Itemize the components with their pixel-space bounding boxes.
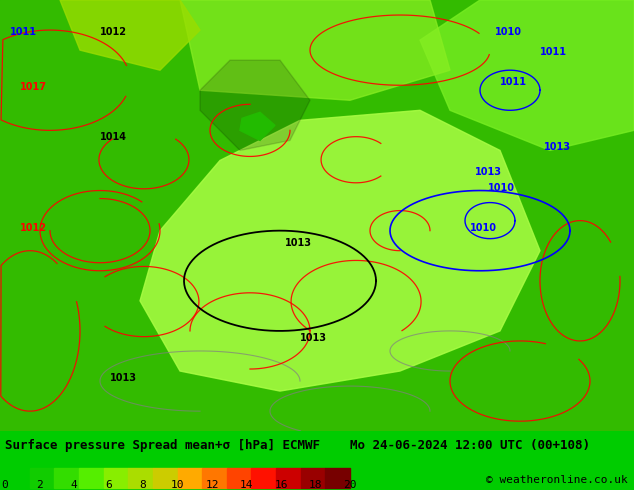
Polygon shape <box>420 0 634 150</box>
Text: 6: 6 <box>105 480 112 490</box>
Bar <box>153 467 178 488</box>
Text: 1011: 1011 <box>540 47 567 57</box>
Polygon shape <box>240 112 275 141</box>
Text: 18: 18 <box>309 480 322 490</box>
Bar <box>30 467 55 488</box>
Polygon shape <box>60 0 200 70</box>
Bar <box>79 467 103 488</box>
Text: 1013: 1013 <box>544 143 571 152</box>
Bar <box>103 467 128 488</box>
Polygon shape <box>200 60 310 150</box>
Text: 12: 12 <box>205 480 219 490</box>
Bar <box>202 467 227 488</box>
Text: 1010: 1010 <box>470 222 497 233</box>
Text: 14: 14 <box>240 480 253 490</box>
Text: 1017: 1017 <box>20 82 47 92</box>
Text: 1013: 1013 <box>285 238 312 247</box>
Text: 20: 20 <box>343 480 357 490</box>
Text: 1013: 1013 <box>110 373 137 383</box>
Text: 10: 10 <box>171 480 184 490</box>
Bar <box>5 467 30 488</box>
Bar <box>301 467 325 488</box>
Text: 1013: 1013 <box>475 168 502 177</box>
Text: 1014: 1014 <box>100 132 127 143</box>
Polygon shape <box>140 110 540 391</box>
Text: 1011: 1011 <box>500 77 527 87</box>
Text: 16: 16 <box>275 480 288 490</box>
Text: 4: 4 <box>70 480 77 490</box>
Bar <box>178 467 202 488</box>
Text: Surface pressure Spread mean+σ [hPa] ECMWF    Mo 24-06-2024 12:00 UTC (00+108): Surface pressure Spread mean+σ [hPa] ECM… <box>5 440 590 452</box>
Text: 1012: 1012 <box>100 27 127 37</box>
Text: 1013: 1013 <box>300 333 327 343</box>
Bar <box>276 467 301 488</box>
Text: 1012: 1012 <box>20 222 47 233</box>
Text: 2: 2 <box>36 480 43 490</box>
Bar <box>325 467 350 488</box>
Bar <box>227 467 252 488</box>
Polygon shape <box>180 0 450 100</box>
Bar <box>128 467 153 488</box>
Text: 1010: 1010 <box>488 183 515 193</box>
Bar <box>55 467 79 488</box>
Text: 0: 0 <box>2 480 8 490</box>
Bar <box>252 467 276 488</box>
Text: 8: 8 <box>139 480 146 490</box>
Text: © weatheronline.co.uk: © weatheronline.co.uk <box>486 475 628 485</box>
Text: 1010: 1010 <box>495 27 522 37</box>
Text: 1011: 1011 <box>10 27 37 37</box>
